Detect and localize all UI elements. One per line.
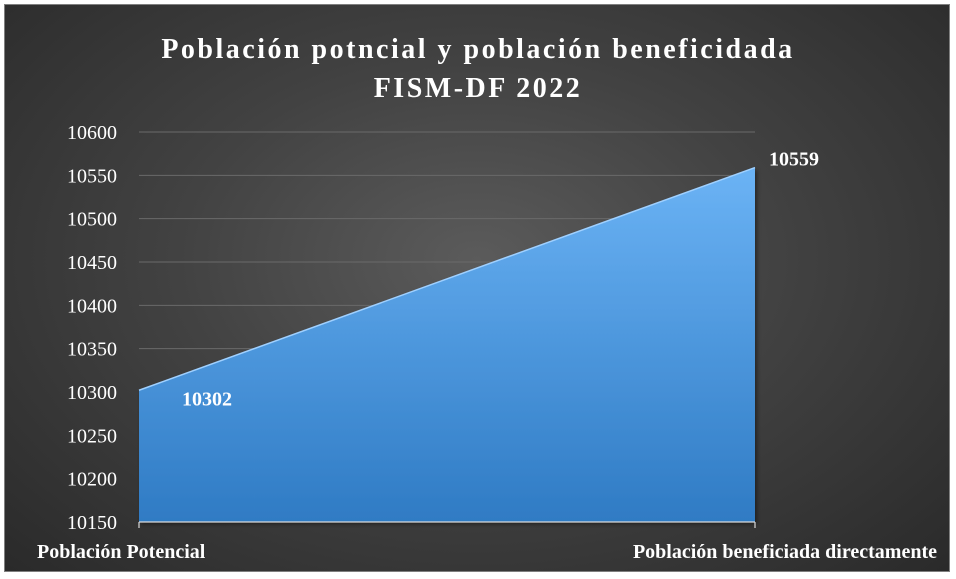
y-tick-label: 10550 <box>67 165 117 187</box>
area-series <box>138 166 756 523</box>
x-category-label: Población Potencial <box>37 541 206 563</box>
chart-title: Población potncial y población beneficid… <box>161 34 794 65</box>
area-top-edge <box>138 166 756 391</box>
y-tick-label: 10150 <box>67 512 117 534</box>
y-tick-label: 10200 <box>67 469 117 491</box>
x-category-label: Población beneficiada directamente <box>633 541 937 563</box>
data-label: 10302 <box>182 388 232 410</box>
y-tick-label: 10400 <box>67 295 117 317</box>
y-tick-label: 10250 <box>67 425 117 447</box>
y-tick-label: 10600 <box>67 122 117 144</box>
area-chart: Población potncial y población beneficid… <box>37 34 937 563</box>
data-label: 10559 <box>769 149 819 171</box>
axes <box>138 521 756 528</box>
y-tick-label: 10450 <box>67 252 117 274</box>
y-tick-label: 10300 <box>67 382 117 404</box>
y-tick-label: 10500 <box>67 209 117 231</box>
chart-subtitle: FISM-DF 2022 <box>374 73 583 104</box>
area-fill <box>139 167 755 523</box>
y-tick-label: 10350 <box>67 339 117 361</box>
chart-frame: Población potncial y población beneficid… <box>4 4 950 572</box>
labels: 10150 10200 10250 10300 10350 10400 10450 10500… <box>37 122 937 563</box>
